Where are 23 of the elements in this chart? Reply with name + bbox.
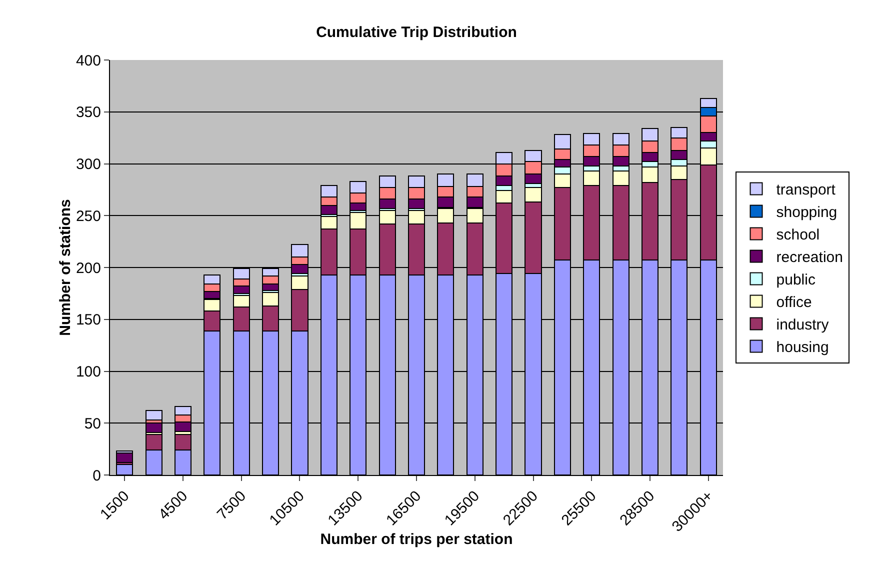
y-tick-label: 100 bbox=[76, 364, 101, 380]
legend-label: office bbox=[776, 294, 812, 312]
y-tick-label: 300 bbox=[76, 156, 101, 173]
bar bbox=[145, 422, 162, 433]
bar bbox=[145, 410, 162, 421]
bar bbox=[116, 452, 134, 464]
y-tick-label: 0 bbox=[92, 467, 101, 484]
y-axis-title: Number of stations bbox=[56, 199, 74, 336]
y-tick-label: 150 bbox=[76, 312, 101, 329]
y-tick-label: 400 bbox=[76, 52, 101, 70]
y-tick-label: 350 bbox=[76, 104, 101, 122]
x-axis-title: Number of trips per station bbox=[320, 531, 513, 548]
chart-title: Cumulative Trip Distribution bbox=[316, 24, 517, 41]
y-tick-label: 200 bbox=[76, 260, 101, 277]
legend-label: public bbox=[776, 272, 816, 289]
legend-label: recreation bbox=[776, 249, 843, 266]
y-tick-label: 250 bbox=[76, 208, 101, 225]
legend-label: housing bbox=[776, 339, 829, 356]
legend-label: industry bbox=[776, 316, 830, 334]
y-tick-label: 50 bbox=[84, 415, 101, 432]
legend-label: shopping bbox=[776, 204, 838, 222]
legend-label: transport bbox=[776, 182, 836, 199]
legend-label: school bbox=[776, 226, 820, 244]
